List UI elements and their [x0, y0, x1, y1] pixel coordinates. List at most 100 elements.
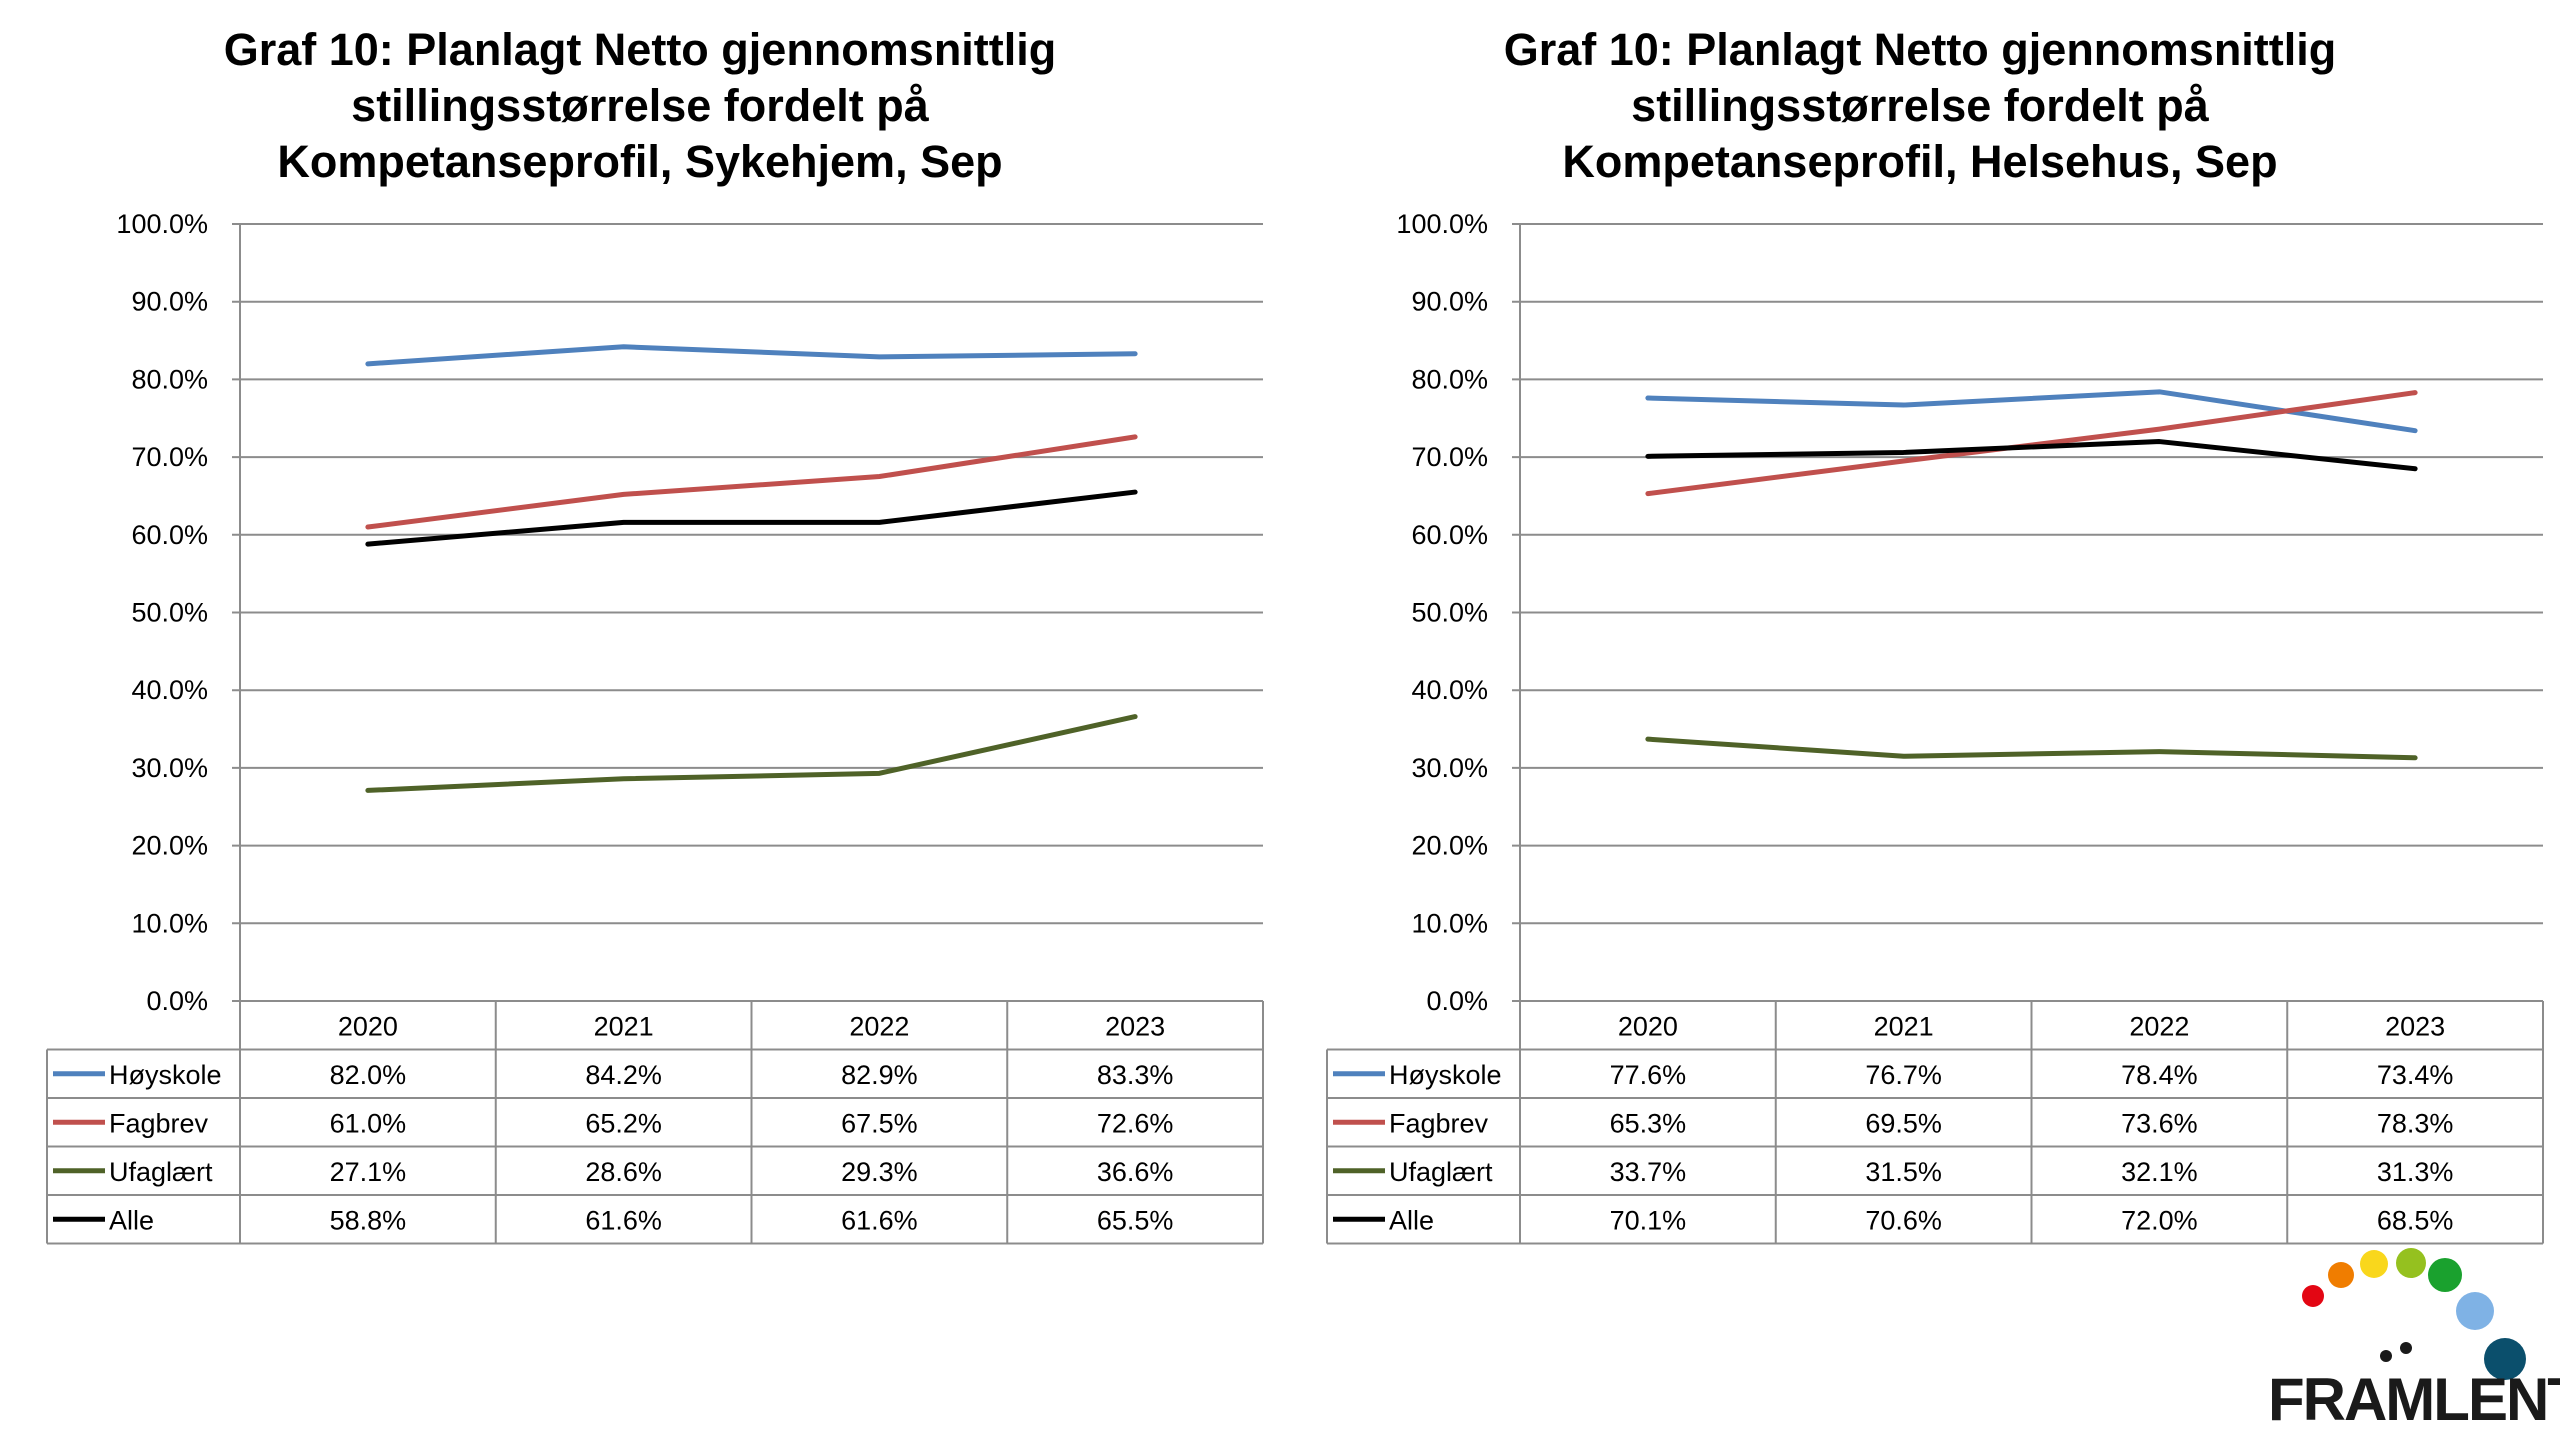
table-cell-value: 31.5% — [1865, 1157, 1942, 1187]
table-cell-value: 84.2% — [585, 1060, 662, 1090]
gridlines — [1512, 223, 2543, 1002]
table-cell-value: 27.1% — [330, 1157, 407, 1187]
y-tick-label: 30.0% — [131, 753, 208, 783]
logo-dot — [2484, 1338, 2526, 1380]
legend-label: Fagbrev — [1389, 1108, 1489, 1138]
x-category-label: 2022 — [849, 1011, 909, 1041]
series-line — [1645, 736, 2418, 761]
table-cell-value: 77.6% — [1610, 1060, 1687, 1090]
table-cell-value: 73.6% — [2121, 1108, 2198, 1138]
y-tick-label: 0.0% — [146, 986, 208, 1016]
series-line — [365, 714, 1138, 793]
logo-dot — [2396, 1248, 2426, 1278]
y-tick-label: 40.0% — [131, 675, 208, 705]
table-cell-value: 82.0% — [330, 1060, 407, 1090]
table-cell-value: 31.3% — [2377, 1157, 2454, 1187]
table-cell-value: 70.1% — [1610, 1205, 1687, 1235]
legend-label: Høyskole — [1389, 1060, 1502, 1090]
table-cell-value: 78.3% — [2377, 1108, 2454, 1138]
data-table — [1326, 1000, 2544, 1245]
logo-figure-head-icon — [2400, 1342, 2412, 1354]
y-tick-label: 70.0% — [1411, 442, 1488, 472]
table-cell-value: 70.6% — [1865, 1205, 1942, 1235]
y-tick-label: 100.0% — [116, 209, 208, 239]
chart-plot: 0.0% 10.0% 20.0% 30.0% 40.0% 50.0% 60.0% 70.0% 8… — [1326, 209, 2544, 1245]
table-cell-value: 29.3% — [841, 1157, 918, 1187]
y-tick-label: 20.0% — [1411, 831, 1488, 861]
chart-plot: 0.0% 10.0% 20.0% 30.0% 40.0% 50.0% 60.0% 70.0% 8… — [46, 209, 1264, 1245]
x-category-label: 2022 — [2129, 1011, 2189, 1041]
table-cell-value: 68.5% — [2377, 1205, 2454, 1235]
y-tick-label: 10.0% — [1411, 908, 1488, 938]
table-cell-value: 36.6% — [1097, 1157, 1174, 1187]
y-tick-label: 60.0% — [131, 520, 208, 550]
logo-dot — [2328, 1262, 2354, 1288]
legend-label: Fagbrev — [109, 1108, 209, 1138]
x-category-label: 2021 — [1874, 1011, 1934, 1041]
x-category-label: 2021 — [594, 1011, 654, 1041]
legend-label: Høyskole — [109, 1060, 222, 1090]
chart-title-line: Kompetanseprofil, Sykehjem, Sep — [277, 136, 1003, 187]
table-cell-value: 83.3% — [1097, 1060, 1174, 1090]
legend-label: Ufaglært — [1389, 1157, 1493, 1187]
y-tick-label: 70.0% — [131, 442, 208, 472]
logo-dot — [2360, 1250, 2388, 1278]
table-cell-value: 61.6% — [585, 1205, 662, 1235]
logo-wordmark: FRAMLENT — [2268, 1366, 2560, 1433]
chart-helsehus: Graf 10: Planlagt Netto gjennomsnittlig … — [1280, 0, 2560, 1300]
table-cell-value: 72.0% — [2121, 1205, 2198, 1235]
table-cell-value: 65.5% — [1097, 1205, 1174, 1235]
legend-label: Alle — [109, 1205, 154, 1235]
chart-title-line: Kompetanseprofil, Helsehus, Sep — [1562, 136, 2278, 187]
series-line — [1645, 390, 2418, 497]
logo-dot — [2456, 1292, 2494, 1330]
y-tick-label: 60.0% — [1411, 520, 1488, 550]
y-tick-label: 100.0% — [1396, 209, 1488, 239]
legend-label: Alle — [1389, 1205, 1434, 1235]
x-category-label: 2023 — [1105, 1011, 1165, 1041]
table-cell-value: 72.6% — [1097, 1108, 1174, 1138]
y-tick-label: 30.0% — [1411, 753, 1488, 783]
chart-title: Graf 10: Planlagt Netto gjennomsnittlig … — [30, 22, 1250, 190]
series-line — [1645, 439, 2418, 472]
table-cell-value: 69.5% — [1865, 1108, 1942, 1138]
framlent-logo: FRAMLENT — [2260, 1240, 2560, 1440]
y-tick-label: 80.0% — [131, 364, 208, 394]
chart-title: Graf 10: Planlagt Netto gjennomsnittlig … — [1310, 22, 2530, 190]
data-table — [46, 1000, 1264, 1245]
table-cell-value: 58.8% — [330, 1205, 407, 1235]
y-tick-label: 90.0% — [1411, 287, 1488, 317]
logo-figure-head-icon — [2380, 1350, 2392, 1362]
y-tick-label: 0.0% — [1426, 986, 1488, 1016]
table-cell-value: 67.5% — [841, 1108, 918, 1138]
y-tick-label: 80.0% — [1411, 364, 1488, 394]
legend-label: Ufaglært — [109, 1157, 213, 1187]
x-category-label: 2020 — [338, 1011, 398, 1041]
table-cell-value: 78.4% — [2121, 1060, 2198, 1090]
y-tick-label: 40.0% — [1411, 675, 1488, 705]
chart-title-line: stillingsstørrelse fordelt på — [351, 80, 929, 131]
logo-dot — [2302, 1285, 2324, 1307]
chart-sykehjem: Graf 10: Planlagt Netto gjennomsnittlig … — [0, 0, 1280, 1300]
y-tick-label: 10.0% — [131, 908, 208, 938]
table-cell-value: 65.3% — [1610, 1108, 1687, 1138]
x-category-label: 2020 — [1618, 1011, 1678, 1041]
gridlines — [232, 223, 1263, 1002]
table-cell-value: 61.0% — [330, 1108, 407, 1138]
table-cell-value: 65.2% — [585, 1108, 662, 1138]
series-line — [365, 344, 1138, 367]
y-tick-label: 50.0% — [1411, 598, 1488, 628]
table-cell-value: 61.6% — [841, 1205, 918, 1235]
table-cell-value: 82.9% — [841, 1060, 918, 1090]
y-tick-label: 50.0% — [131, 598, 208, 628]
table-cell-value: 73.4% — [2377, 1060, 2454, 1090]
series-line — [365, 489, 1138, 547]
x-category-label: 2023 — [2385, 1011, 2445, 1041]
y-tick-label: 20.0% — [131, 831, 208, 861]
table-cell-value: 32.1% — [2121, 1157, 2198, 1187]
chart-title-line: stillingsstørrelse fordelt på — [1631, 80, 2209, 131]
series-line — [365, 434, 1138, 530]
table-cell-value: 28.6% — [585, 1157, 662, 1187]
chart-title-line: Graf 10: Planlagt Netto gjennomsnittlig — [1503, 24, 2337, 75]
logo-dot — [2428, 1258, 2462, 1292]
